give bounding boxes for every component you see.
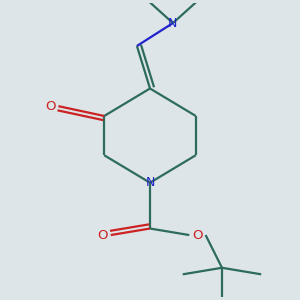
Text: O: O <box>192 229 203 242</box>
Text: O: O <box>45 100 56 113</box>
Text: N: N <box>145 176 155 189</box>
Text: N: N <box>168 16 178 30</box>
Text: O: O <box>97 229 108 242</box>
